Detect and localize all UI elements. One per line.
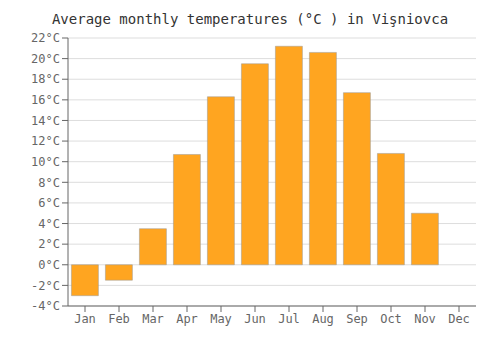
svg-text:Aug: Aug — [312, 312, 334, 326]
svg-text:20°C: 20°C — [31, 52, 60, 66]
svg-text:Nov: Nov — [414, 312, 436, 326]
svg-text:10°C: 10°C — [31, 155, 60, 169]
svg-text:-4°C: -4°C — [31, 299, 60, 313]
svg-text:Mar: Mar — [142, 312, 164, 326]
svg-text:0°C: 0°C — [38, 258, 60, 272]
svg-text:Apr: Apr — [176, 312, 198, 326]
svg-text:Jun: Jun — [244, 312, 266, 326]
svg-text:-2°C: -2°C — [31, 279, 60, 293]
svg-text:22°C: 22°C — [31, 31, 60, 45]
svg-text:12°C: 12°C — [31, 134, 60, 148]
svg-text:Jul: Jul — [278, 312, 300, 326]
svg-text:18°C: 18°C — [31, 72, 60, 86]
svg-text:Jan: Jan — [74, 312, 96, 326]
svg-text:6°C: 6°C — [38, 196, 60, 210]
svg-text:Sep: Sep — [346, 312, 368, 326]
svg-text:May: May — [210, 312, 232, 326]
svg-text:4°C: 4°C — [38, 217, 60, 231]
svg-text:Feb: Feb — [108, 312, 130, 326]
svg-text:Oct: Oct — [380, 312, 402, 326]
svg-text:14°C: 14°C — [31, 114, 60, 128]
html-text:Average monthly temperatures (: Average monthly temperatures (°C ) in Vi… — [51, 11, 449, 27]
svg-text:16°C: 16°C — [31, 93, 60, 107]
svg-text:2°C: 2°C — [38, 237, 60, 251]
svg-text:8°C: 8°C — [38, 176, 60, 190]
svg-text:Dec: Dec — [448, 312, 470, 326]
